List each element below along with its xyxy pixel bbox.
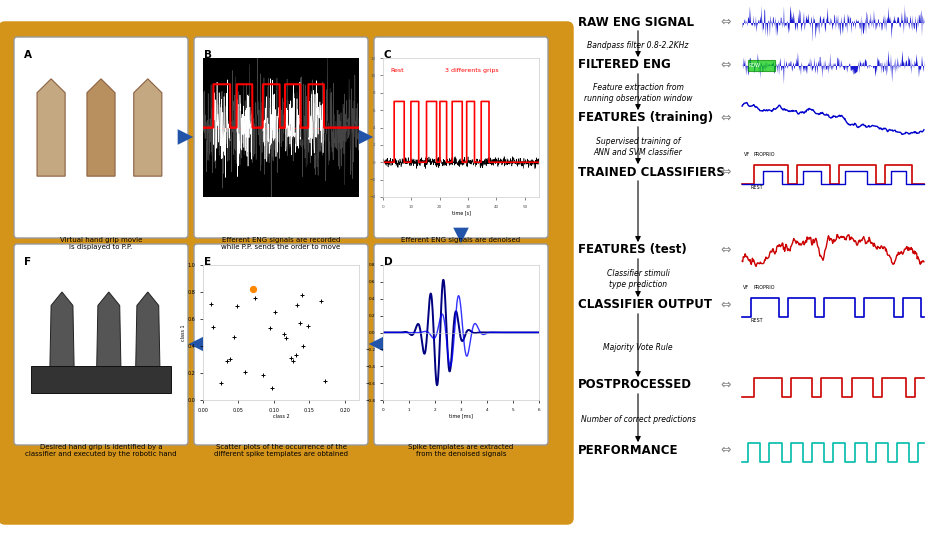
Text: Feature extraction from
running observation window: Feature extraction from running observat… [583,83,692,102]
Point [293,318,308,327]
Point [289,351,304,360]
Polygon shape [49,292,75,386]
Text: ⇔: ⇔ [721,299,732,311]
Polygon shape [96,292,121,386]
FancyBboxPatch shape [374,37,548,238]
Bar [748,60,775,71]
Point [268,307,283,316]
Point [223,354,238,363]
Point [220,357,235,366]
Text: ⇔: ⇔ [721,444,732,456]
Text: Virtual hand grip movie
is displayed to P.P.: Virtual hand grip movie is displayed to … [59,237,143,250]
X-axis label: time [ms]: time [ms] [449,413,473,418]
Bar [31,366,171,393]
Polygon shape [135,292,160,386]
FancyBboxPatch shape [14,37,188,238]
Text: Classifier stimuli
type prediction: Classifier stimuli type prediction [607,269,669,289]
Text: PROPRIO: PROPRIO [753,285,774,290]
Text: TRAINED CLASSIFIERS: TRAINED CLASSIFIERS [578,165,725,179]
Text: Number of correct predictions: Number of correct predictions [581,414,696,424]
Point [227,332,242,341]
Text: ⇔: ⇔ [721,111,732,125]
Text: ⇔: ⇔ [721,379,732,392]
Point [245,285,261,294]
Text: CLASSIFIER OUTPUT: CLASSIFIER OUTPUT [578,299,712,311]
Point [284,354,299,363]
Point [213,379,228,388]
Text: ROW: ROW [749,63,761,68]
FancyBboxPatch shape [194,37,368,238]
Text: Desired hand grip is identified by a
classifier and executed by the robotic hand: Desired hand grip is identified by a cla… [25,444,177,457]
Point [317,376,332,385]
Text: Spike templates are extracted
from the denoised signals: Spike templates are extracted from the d… [409,444,514,457]
FancyBboxPatch shape [194,244,368,445]
Point [229,302,244,311]
Y-axis label: class 1: class 1 [181,324,186,341]
Text: ⇔: ⇔ [721,15,732,29]
Text: FILTERED ENG: FILTERED ENG [578,58,671,72]
Text: C: C [384,50,392,60]
X-axis label: time [s]: time [s] [270,210,292,215]
Text: B: B [204,50,212,60]
Text: PERFORMANCE: PERFORMANCE [578,444,679,456]
Point [247,293,262,302]
Point [256,371,271,380]
Point [295,291,310,300]
Text: RAW ENG SIGNAL: RAW ENG SIGNAL [578,15,694,29]
Text: ⇔: ⇔ [721,244,732,257]
Point [300,321,315,330]
Text: PROPRIO: PROPRIO [754,152,775,157]
Polygon shape [87,79,115,176]
Text: REST: REST [750,318,763,323]
Text: FEATURES (test): FEATURES (test) [578,244,686,257]
Point [277,329,292,338]
Text: Efferent ENG signals are recorded
while P.P. sends the order to move: Efferent ENG signals are recorded while … [222,237,341,250]
Point [262,324,278,333]
Text: 3 differents grips: 3 differents grips [446,68,499,73]
Point [264,384,279,393]
Text: POSTPROCESSED: POSTPROCESSED [578,379,692,392]
Text: VF: VF [744,152,750,157]
Point [313,296,329,305]
Polygon shape [134,79,161,176]
Polygon shape [37,79,65,176]
Text: REST: REST [750,185,763,190]
Point [295,342,311,351]
Text: E: E [204,257,211,267]
Text: Majority Vote Rule: Majority Vote Rule [603,343,673,352]
Text: Scatter plots of the occurrence of the
different spike templates are obtained: Scatter plots of the occurrence of the d… [214,444,348,457]
Point [285,356,300,365]
Point [205,322,220,331]
Text: VF: VF [743,285,750,290]
FancyBboxPatch shape [374,244,548,445]
Point [290,300,305,309]
Text: ⇔: ⇔ [721,165,732,179]
Text: D: D [384,257,393,267]
X-axis label: class 2: class 2 [273,414,289,419]
Text: Bandpass filter 0.8-2.2KHz: Bandpass filter 0.8-2.2KHz [587,41,689,50]
Text: Rest: Rest [391,68,404,73]
Text: F: F [24,257,31,267]
FancyBboxPatch shape [0,23,572,523]
Point [203,299,218,308]
Text: Efferent ENG signals are denoised: Efferent ENG signals are denoised [401,237,520,243]
Point [278,333,294,342]
Text: ⇔: ⇔ [721,58,732,72]
Text: FEATURES (training): FEATURES (training) [578,111,713,125]
X-axis label: time [s]: time [s] [451,210,470,215]
Text: Supervised training of
ANN and SVM classifier: Supervised training of ANN and SVM class… [594,137,683,156]
Point [238,368,253,376]
FancyBboxPatch shape [14,244,188,445]
Text: A: A [24,50,32,60]
